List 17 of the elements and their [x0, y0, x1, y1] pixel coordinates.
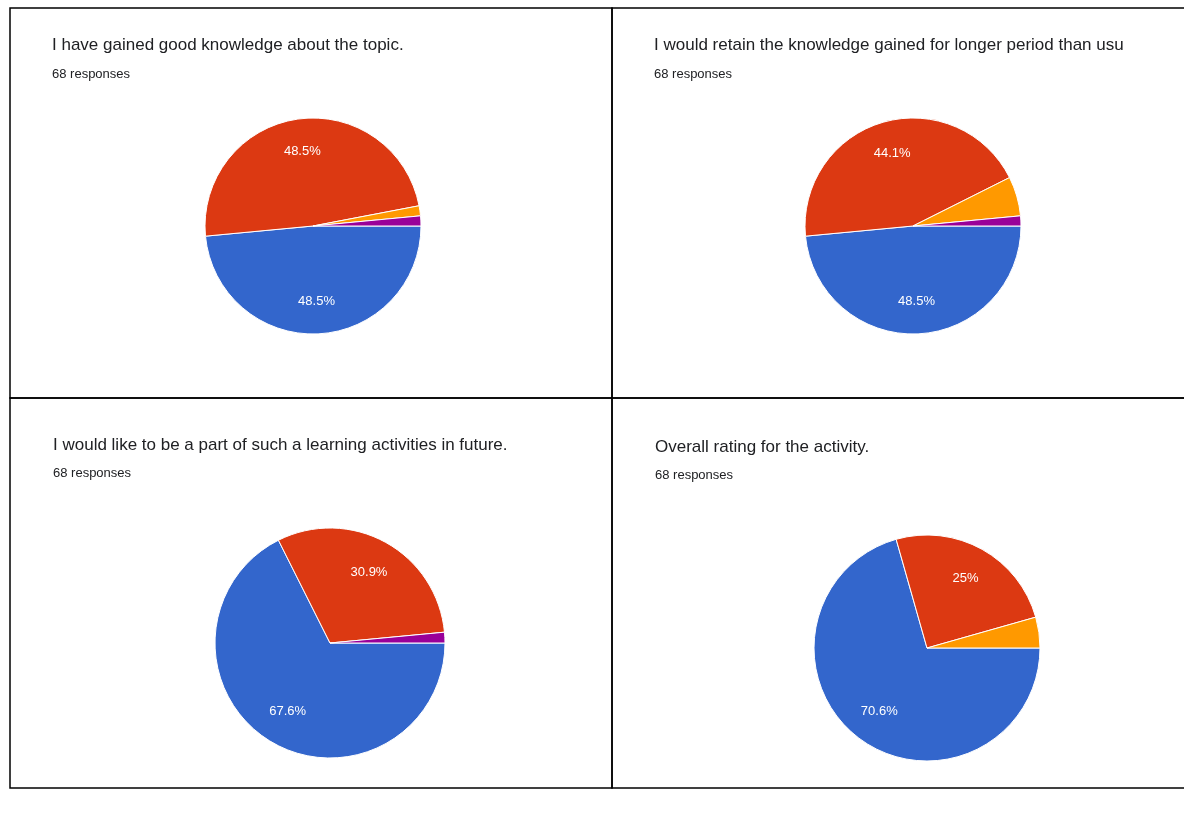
data-label: 25% [952, 570, 979, 586]
chart-title: Overall rating for the activity. [655, 437, 870, 456]
pie-slice [813, 538, 1041, 762]
data-label: 48.5% [283, 142, 322, 158]
text: 68 responses [655, 467, 734, 482]
data-label: 30.9% [350, 564, 388, 580]
text: 68 responses [654, 66, 733, 81]
data-label: 67.6% [269, 702, 307, 718]
data-label: 70.6% [860, 702, 899, 718]
text: 68 responses [52, 66, 131, 81]
chart-title: I would like to be a part of such a learning activities in future. [53, 435, 508, 454]
chart-title: I have gained good knowledge about the topic. [52, 35, 404, 54]
chart-title: I would retain the knowledge gained for longer period than usu [654, 35, 1124, 54]
data-label: 48.5% [898, 292, 936, 308]
text: 68 responses [53, 465, 132, 480]
data-label: 44.1% [873, 144, 911, 160]
data-label: 48.5% [298, 292, 336, 308]
